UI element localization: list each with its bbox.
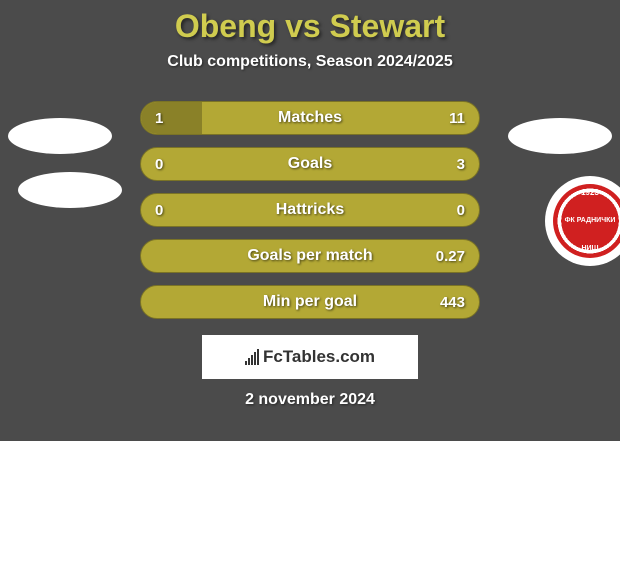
club-bottom: НИШ: [581, 245, 598, 252]
stat-left-value: 0: [155, 202, 163, 219]
stat-label: Min per goal: [263, 293, 357, 311]
stat-bar: Min per goal 443: [140, 285, 480, 319]
stat-label: Goals per match: [247, 247, 372, 265]
stat-right-value: 11: [449, 110, 465, 127]
brand-chart-icon: [245, 349, 259, 365]
stat-left-value: 1: [155, 110, 163, 127]
player-right-badge-1: [508, 118, 612, 154]
stat-right-value: 443: [440, 294, 465, 311]
page-title: Obeng vs Stewart: [0, 0, 620, 45]
club-text: ФК РАДНИЧКИ: [565, 217, 616, 225]
date-text: 2 november 2024: [0, 391, 620, 409]
stat-right-value: 3: [457, 156, 465, 173]
brand-box[interactable]: FcTables.com: [202, 335, 418, 379]
player-left-badge-1: [8, 118, 112, 154]
stat-right-value: 0.27: [436, 248, 465, 265]
stat-bar: 0 Goals 3: [140, 147, 480, 181]
stat-bar: 1 Matches 11: [140, 101, 480, 135]
stat-bar: Goals per match 0.27: [140, 239, 480, 273]
stat-label: Matches: [278, 109, 342, 127]
stat-fill-left: [141, 102, 202, 134]
stat-right-value: 0: [457, 202, 465, 219]
club-crest: 1923 ФК РАДНИЧКИ НИШ: [553, 184, 620, 258]
stat-label: Hattricks: [276, 201, 344, 219]
club-year: 1923: [581, 188, 599, 197]
stat-left-value: 0: [155, 156, 163, 173]
stat-label: Goals: [288, 155, 332, 173]
player-left-badge-2: [18, 172, 122, 208]
brand-text: FcTables.com: [263, 347, 375, 367]
subtitle: Club competitions, Season 2024/2025: [0, 53, 620, 71]
stat-bar: 0 Hattricks 0: [140, 193, 480, 227]
comparison-card: Obeng vs Stewart Club competitions, Seas…: [0, 0, 620, 441]
